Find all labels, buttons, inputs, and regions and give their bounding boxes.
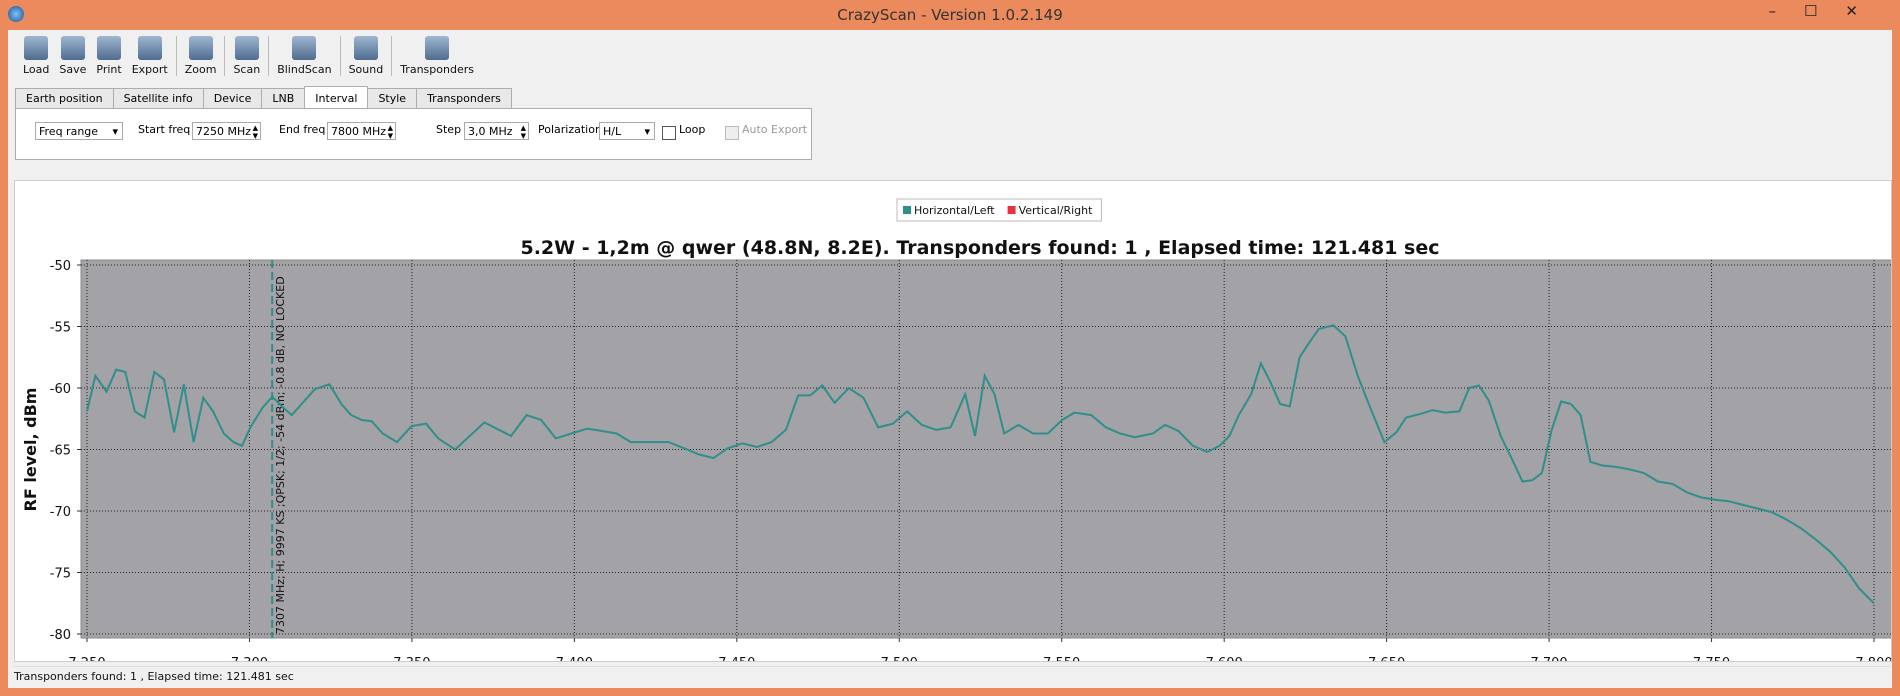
toolbar-button[interactable]: Load [18,32,54,80]
toolbar-icon [234,36,259,60]
step-label: Step [436,123,462,136]
x-tick-label: 7.550 [1043,656,1080,661]
start-label: Start freq [138,123,191,136]
legend-label: Horizontal/Left [914,204,995,217]
toolbar-separator [391,36,393,76]
status-text: Transponders found: 1 , Elapsed time: 12… [14,670,294,683]
tab[interactable]: Device [202,88,263,108]
toolbar-icon [425,36,450,60]
toolbar-icon [60,36,85,60]
tab[interactable]: Interval [304,86,369,108]
toolbar-icon [24,36,49,60]
mode-combo[interactable]: Freq range ▾ [35,122,123,140]
toolbar-button[interactable]: Scan [228,32,265,80]
interval-panel: Freq range ▾ Start freq 7250 MHz ▲ ▼ End fr… [15,108,812,160]
toolbar-separator [268,36,270,76]
toolbar-button[interactable]: BlindScan [272,32,336,80]
tab[interactable]: Satellite info [112,88,204,108]
legend-label: Vertical/Right [1019,204,1094,217]
toolbar-label: Print [96,63,122,76]
legend-swatch [1007,206,1016,214]
annotation-text: 7307 MHz; H; 9997 KS ;QPSK; 1/2; -54 dBm… [274,276,287,634]
toolbar-label: BlindScan [277,63,332,76]
x-tick-label: 7.300 [231,656,268,661]
toolbar-label: Scan [233,63,261,76]
plot-area [80,259,1893,639]
loop-label: Loop [679,123,706,136]
y-tick-label: -70 [50,505,71,520]
toolbar-icon [292,36,317,60]
status-bar: Transponders found: 1 , Elapsed time: 12… [14,666,1890,687]
toolbar-icon [353,36,378,60]
x-tick-label: 7.700 [1530,656,1567,661]
toolbar-label: Zoom [184,63,217,76]
toolbar-separator [224,36,226,76]
x-tick-label: 7.400 [556,656,593,661]
client-area: Load Save Print Export Zoom Scan BlindScan Soun… [8,30,1893,690]
toolbar-icon [188,36,213,60]
y-tick-label: -75 [50,567,71,582]
toolbar-icon [97,36,122,60]
start-spin[interactable]: 7250 MHz ▲ ▼ [192,122,261,140]
step-spin[interactable]: 3,0 MHz ▲ ▼ [464,122,529,140]
step-value: 3,0 MHz [468,125,513,138]
window-title: CrazyScan - Version 1.0.2.149 [837,6,1063,24]
title-bar: CrazyScan - Version 1.0.2.149 –☐✕ [0,0,1900,30]
toolbar-icon [137,36,162,60]
toolbar-button[interactable]: Sound [344,32,389,80]
chart: 5.2W - 1,2m @ qwer (48.8N, 8.2E). Transp… [21,198,1893,690]
app-icon [8,6,24,22]
y-tick-label: -80 [50,628,71,643]
toolbar-separator [175,36,177,76]
y-tick-label: -65 [50,444,71,459]
auto-export-checkbox [725,126,739,140]
toolbar-button[interactable]: Transponders [395,32,479,80]
x-tick-label: 7.600 [1206,656,1243,661]
end-label: End freq [279,123,326,136]
series-line [86,324,1875,605]
y-axis-label: RF level, dBm [21,388,40,512]
toolbar-button[interactable]: Zoom [180,32,222,80]
legend-box [896,198,1102,222]
tab[interactable]: Transponders [416,88,512,108]
polarization-value: H/L [603,125,622,138]
toolbar-label: Load [23,63,50,76]
y-tick-label: -50 [50,259,71,274]
x-tick-label: 7.350 [393,656,430,661]
toolbar: Load Save Print Export Zoom Scan BlindScan Soun… [18,32,479,80]
y-tick-label: -60 [50,382,71,397]
auto-export-label: Auto Export [742,123,808,136]
end-value: 7800 MHz [331,125,387,138]
toolbar-separator [339,36,341,76]
tab[interactable]: LNB [261,88,306,108]
legend-swatch [903,206,911,214]
polarization-label: Polarization [538,123,602,136]
chart-title: 5.2W - 1,2m @ qwer (48.8N, 8.2E). Transp… [520,237,1439,259]
toolbar-button[interactable]: Print [91,32,126,80]
tab[interactable]: Earth position [15,88,114,108]
toolbar-button[interactable]: Export [127,32,173,80]
x-tick-label: 7.500 [881,656,918,661]
polarization-combo[interactable]: H/L ▾ [599,122,655,140]
y-tick-label: -55 [50,321,71,336]
chart-panel: 5.2W - 1,2m @ qwer (48.8N, 8.2E). Transp… [14,180,1893,690]
end-spin[interactable]: 7800 MHz ▲ ▼ [327,122,396,140]
start-value: 7250 MHz [196,125,252,138]
toolbar-button[interactable]: Save [54,32,91,80]
loop-checkbox[interactable] [662,126,676,140]
tab-strip: Earth position Satellite info Device LNB Int… [15,86,512,108]
toolbar-label: Export [131,63,168,76]
x-tick-label: 7.450 [718,656,755,661]
x-tick-label: 7.750 [1693,656,1730,661]
toolbar-label: Sound [348,63,384,76]
toolbar-label: Transponders [400,63,474,76]
x-tick-label: 7.250 [68,656,105,661]
mode-value: Freq range [39,125,99,138]
tab[interactable]: Style [367,88,418,108]
toolbar-label: Save [59,63,87,76]
x-tick-label: 7.800 [1855,656,1891,661]
x-tick-label: 7.650 [1368,656,1405,661]
window-controls[interactable]: –☐✕ [1768,2,1886,20]
